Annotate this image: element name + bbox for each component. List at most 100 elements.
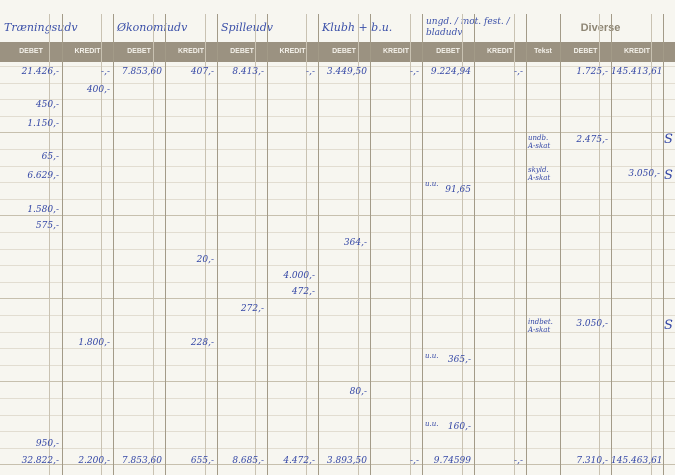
ruled-line (0, 265, 675, 266)
entry-value: 3.893,50 (326, 456, 367, 466)
ruled-line (0, 66, 675, 67)
entry-value: 145.463,61 (611, 456, 663, 466)
ruled-line (0, 232, 675, 233)
uu-mark: u.u. (425, 420, 439, 428)
column-rule (474, 14, 475, 475)
uu-mark: u.u. (425, 352, 439, 360)
entry-value: 32.822,- (21, 456, 59, 466)
entry-value: 450,- (35, 100, 59, 110)
column-rule (422, 14, 423, 475)
ruled-line (0, 149, 675, 150)
entry-value: 472,- (291, 287, 315, 297)
entry-value: 21.426,- (21, 67, 59, 77)
entry-value: -,- (410, 456, 419, 466)
category-diverse: Diverse (580, 22, 621, 34)
note-skyld-askat: skyld. A-skat (528, 166, 550, 182)
entry-value: 365,- (447, 355, 471, 365)
entry-value: 7.310,- (576, 456, 608, 466)
cents-rule (255, 14, 256, 475)
column-rule (611, 14, 612, 475)
col-kredit-5: KREDIT (486, 48, 514, 55)
cents-rule (101, 14, 102, 475)
entry-value: 7.853,60 (121, 67, 162, 77)
col-debet-3: DEBET (230, 48, 254, 55)
ruled-line (0, 348, 675, 349)
column-rule (217, 14, 218, 475)
entry-value: 228,- (190, 338, 214, 348)
col-tekst: Tekst (534, 48, 552, 55)
cents-rule (49, 14, 50, 475)
entry-value: 80,- (349, 387, 367, 397)
cents-rule (306, 14, 307, 475)
entry-value: 1.150,- (27, 119, 59, 129)
ruled-line (0, 132, 675, 133)
cents-rule (410, 14, 411, 475)
ruled-line (0, 332, 675, 333)
column-rule (318, 14, 319, 475)
ruled-line (0, 199, 675, 200)
side-s-mark: S (664, 318, 673, 333)
entry-value: -,- (514, 67, 523, 77)
entry-value: -,- (410, 67, 419, 77)
cents-rule (358, 14, 359, 475)
col-debet-2: DEBET (127, 48, 151, 55)
entry-value: 4.000,- (283, 271, 315, 281)
ruled-line (0, 116, 675, 117)
entry-value: 655,- (190, 456, 214, 466)
col-debet-1: DEBET (19, 48, 43, 55)
note-indbet-askat: indbet. A-skat (528, 318, 553, 334)
category-klubh: Klubh + b.u. (322, 21, 393, 34)
entry-value: 364,- (343, 238, 367, 248)
entry-value: -,- (514, 456, 523, 466)
side-s-mark: S (664, 168, 673, 183)
col-kredit-1: KREDIT (74, 48, 101, 55)
entry-value: 145.413,61 (611, 67, 663, 77)
col-kredit-2: KREDIT (177, 48, 205, 55)
entry-value: 8.685,- (232, 456, 264, 466)
entry-value: 2.200,- (78, 456, 110, 466)
ruled-line (0, 431, 675, 432)
column-rule (267, 14, 268, 475)
column-rule (113, 14, 114, 475)
category-traeningsudv: Træningsudv (4, 21, 78, 34)
entry-value: 1.725,- (576, 67, 608, 77)
uu-mark: u.u. (425, 180, 439, 188)
category-spilleudv: Spilleudv (221, 21, 273, 34)
cents-rule (153, 14, 154, 475)
entry-value: 3.050,- (628, 169, 660, 179)
note-text: undb. A-skat (528, 134, 551, 150)
col-debet-5: DEBET (436, 48, 460, 55)
category-ungd: ungd. / mot. fest. / bladudv (426, 17, 510, 38)
entry-value: 3.449,50 (326, 67, 367, 77)
category-okonomiudv: Økonomiudv (113, 14, 217, 42)
side-s-mark: S (664, 132, 673, 147)
column-rule (560, 14, 561, 475)
column-rule (663, 14, 664, 475)
entry-value: 9.224,94 (430, 67, 471, 77)
entry-value: 407,- (190, 67, 214, 77)
entry-value: 6.629,- (27, 171, 59, 181)
entry-value: 9.74599 (433, 456, 471, 466)
note-text: indbet. A-skat (528, 318, 553, 334)
cents-rule (462, 14, 463, 475)
column-rule (526, 14, 527, 475)
entry-value: 65,- (41, 152, 59, 162)
ruled-line (0, 99, 675, 100)
ruled-line (0, 249, 675, 250)
entry-value: 400,- (86, 85, 110, 95)
entry-value: -,- (306, 67, 315, 77)
cents-rule (205, 14, 206, 475)
entry-value: 4.472,- (283, 456, 315, 466)
cents-rule (651, 14, 652, 475)
ruled-line (0, 282, 675, 283)
entry-value: 950,- (35, 439, 59, 449)
col-kredit-6: KREDIT (623, 48, 651, 55)
col-debet-4: DEBET (332, 48, 356, 55)
entry-value: 2.475,- (576, 135, 608, 145)
entry-value: 1.580,- (27, 205, 59, 215)
entry-value: 3.050,- (576, 319, 608, 329)
ruled-line (0, 83, 675, 84)
cents-rule (514, 14, 515, 475)
entry-value: 7.853,60 (121, 456, 162, 466)
